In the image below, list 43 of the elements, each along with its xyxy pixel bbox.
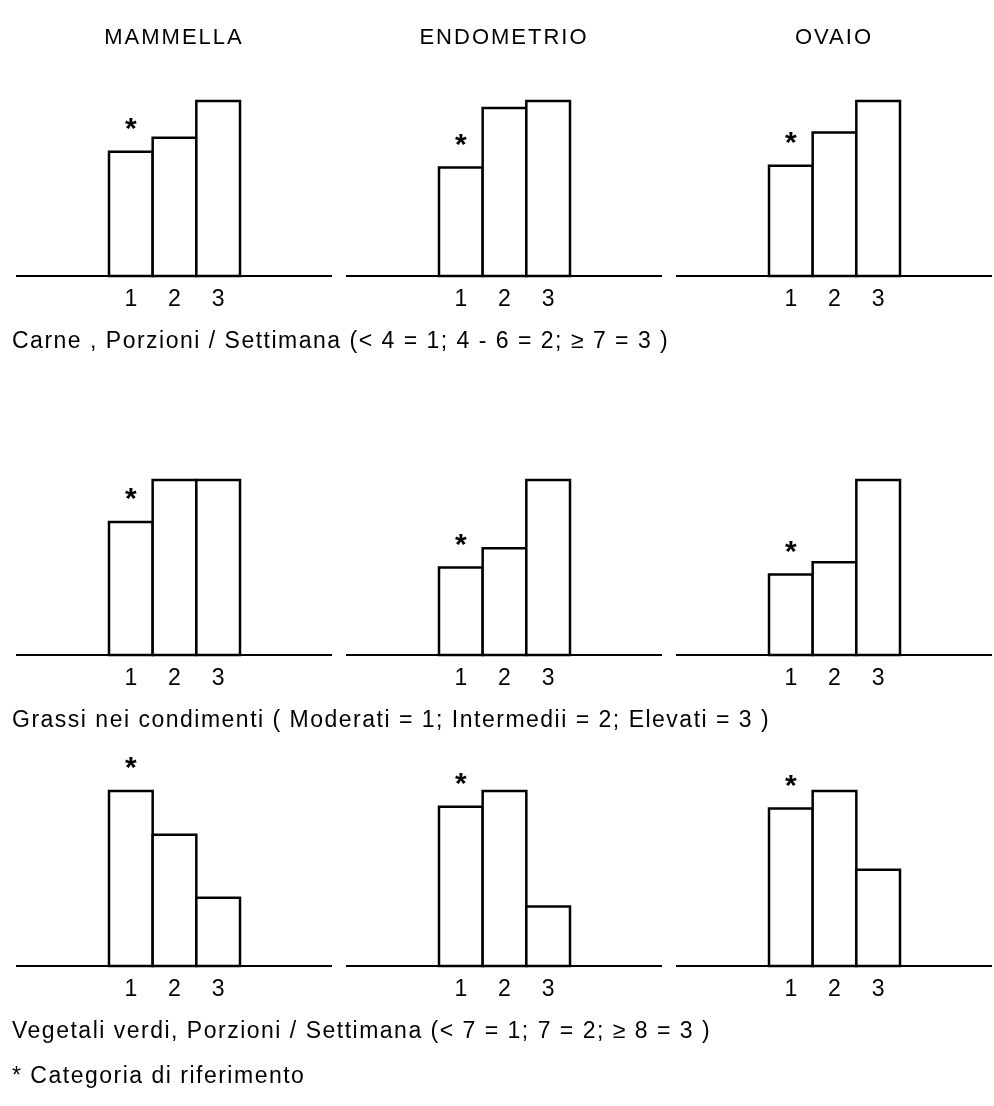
x-tick-label: 1 <box>124 285 138 311</box>
x-tick-label: 3 <box>871 285 885 311</box>
x-tick-label: 3 <box>541 285 555 311</box>
x-tick-label: 2 <box>168 975 181 1001</box>
x-tick-label: 2 <box>168 664 181 690</box>
annotation: * <box>784 124 797 158</box>
text: Carne , Porzioni / Settimana (< 4 = 1; 4 - 6 = 2; ≥ 7 = 3 ) <box>12 327 670 353</box>
chart-title: OVAIO <box>794 24 874 49</box>
x-tick-label: 1 <box>784 975 798 1001</box>
x-tick-label: 1 <box>784 285 798 311</box>
x-tick-label: 3 <box>211 975 225 1001</box>
x-tick-label: 3 <box>871 975 885 1001</box>
x-tick-label: 3 <box>541 975 555 1001</box>
text: Grassi nei condimenti ( Moderati = 1; Intermedii = 2; Elevati = 3 ) <box>12 706 771 732</box>
annotation: * <box>454 526 467 560</box>
x-tick-label: 1 <box>124 664 138 690</box>
x-tick-label: 1 <box>784 664 798 690</box>
chart-title: ENDOMETRIO <box>419 24 589 49</box>
x-tick-label: 1 <box>454 664 468 690</box>
annotation: * <box>124 481 137 514</box>
text: Vegetali verdi, Porzioni / Settimana (< 7 = 1; 7 = 2; ≥ 8 = 3 ) <box>12 1017 712 1043</box>
chart-title: MAMMELLA <box>104 24 244 49</box>
annotation: * <box>784 533 797 567</box>
annotation: * <box>454 765 467 799</box>
x-tick-label: 3 <box>871 664 885 690</box>
x-tick-label: 2 <box>498 664 511 690</box>
x-tick-label: 1 <box>454 975 468 1001</box>
x-tick-label: 3 <box>541 664 555 690</box>
x-tick-label: 1 <box>124 975 138 1001</box>
x-tick-label: 3 <box>211 285 225 311</box>
x-tick-label: 2 <box>498 285 511 311</box>
x-tick-label: 1 <box>454 285 468 311</box>
annotation: * <box>454 126 467 160</box>
text: * Categoria di riferimento <box>12 1062 306 1088</box>
annotation: * <box>124 110 137 144</box>
x-tick-label: 2 <box>828 664 841 690</box>
x-tick-label: 2 <box>828 285 841 311</box>
annotation: * <box>784 767 797 801</box>
x-tick-label: 3 <box>211 664 225 690</box>
x-tick-label: 2 <box>168 285 181 311</box>
x-tick-label: 2 <box>828 975 841 1001</box>
text: * <box>124 750 137 783</box>
x-tick-label: 2 <box>498 975 511 1001</box>
